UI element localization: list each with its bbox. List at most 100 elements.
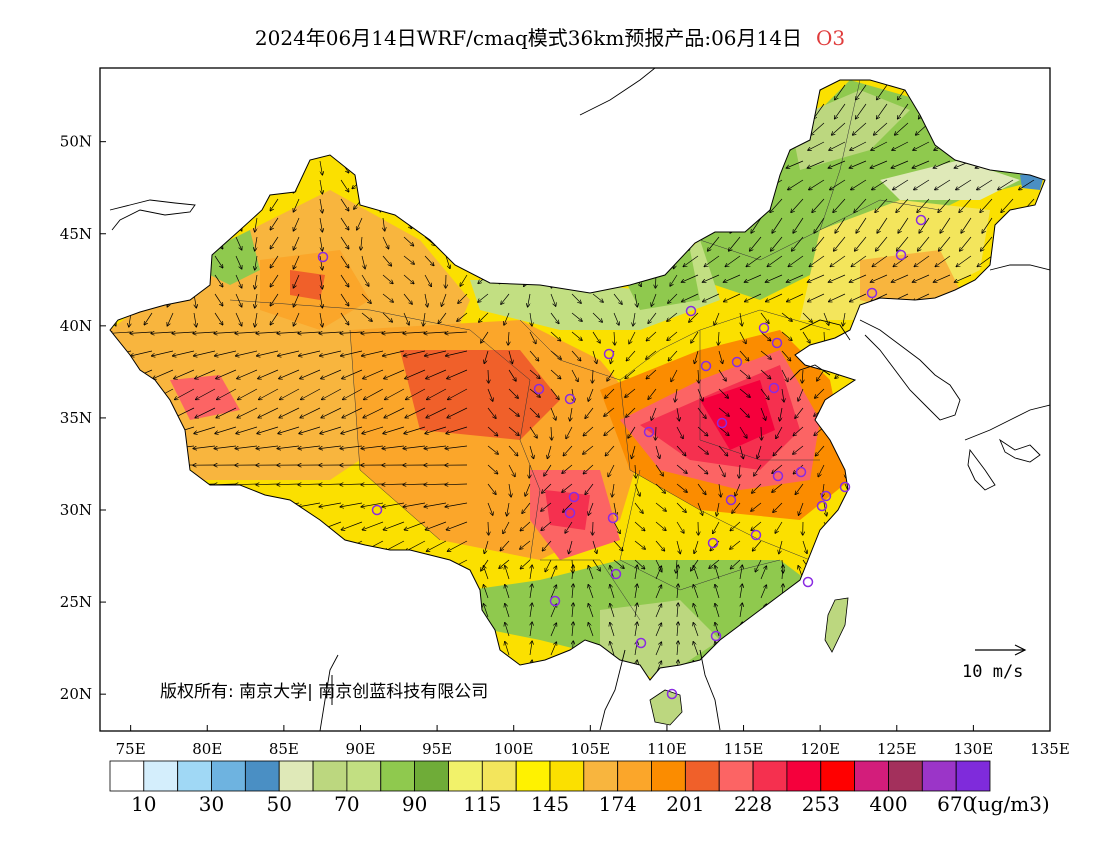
wind-arrow bbox=[914, 179, 930, 190]
wind-arrow bbox=[791, 198, 804, 212]
wind-arrow bbox=[270, 236, 279, 249]
wind-arrow bbox=[876, 236, 888, 251]
city-marker bbox=[866, 287, 878, 299]
wind-arrow bbox=[608, 464, 615, 477]
wind-arrow bbox=[895, 122, 909, 135]
wind-arrow bbox=[383, 350, 405, 356]
wind-arrow bbox=[505, 585, 510, 599]
wind-arrow bbox=[508, 350, 512, 364]
wind-arrow bbox=[812, 198, 825, 212]
wind-arrow bbox=[646, 369, 657, 379]
wind-arrow bbox=[343, 388, 363, 400]
wind-arrow bbox=[646, 350, 657, 359]
wind-arrow bbox=[525, 483, 531, 496]
wind-arrow bbox=[446, 521, 468, 530]
wind-arrow bbox=[522, 502, 531, 513]
colorbar-swatch bbox=[481, 760, 517, 792]
wind-arrow bbox=[934, 274, 951, 282]
wind-arrow bbox=[798, 388, 804, 401]
wind-arrow bbox=[509, 483, 511, 497]
wind-arrow bbox=[194, 312, 196, 327]
wind-arrow bbox=[719, 483, 721, 497]
wind-arrow bbox=[740, 584, 742, 599]
wind-arrow bbox=[782, 565, 783, 580]
wind-arrow bbox=[610, 623, 615, 637]
wind-arrow bbox=[835, 217, 846, 233]
wind-arrow bbox=[341, 521, 363, 530]
wind-arrow bbox=[605, 445, 615, 456]
wind-arrow bbox=[298, 332, 321, 333]
wind-arrow bbox=[813, 236, 825, 251]
wind-arrow bbox=[935, 179, 951, 190]
city-marker bbox=[895, 249, 907, 261]
wind-arrow bbox=[604, 426, 615, 435]
latitude-label: 20N bbox=[60, 685, 92, 703]
wind-arrow bbox=[301, 388, 321, 400]
wind-arrow bbox=[938, 198, 951, 212]
wind-arrow bbox=[980, 198, 993, 212]
wind-arrow bbox=[855, 236, 867, 251]
wind-arrow bbox=[361, 293, 371, 303]
wind-arrow bbox=[718, 388, 728, 398]
wind-arrow bbox=[487, 483, 496, 494]
wind-arrow bbox=[829, 141, 846, 150]
colorbar-swatch bbox=[752, 760, 788, 792]
wind-arrow bbox=[481, 331, 489, 343]
wind-arrow bbox=[361, 274, 369, 286]
wind-arrow bbox=[385, 388, 405, 400]
wind-arrow bbox=[588, 604, 594, 618]
wind-arrow bbox=[610, 642, 615, 656]
wind-arrow bbox=[613, 521, 620, 533]
wind-arrow bbox=[529, 407, 539, 417]
wind-arrow bbox=[488, 521, 489, 535]
city-marker bbox=[607, 512, 619, 524]
wind-arrow bbox=[634, 521, 645, 531]
wind-arrow bbox=[547, 445, 552, 459]
wind-arrow bbox=[634, 559, 645, 569]
wind-arrow bbox=[913, 274, 930, 282]
colorbar-label: 670 bbox=[937, 792, 975, 816]
wind-arrow bbox=[689, 312, 699, 322]
wind-arrow bbox=[340, 312, 349, 325]
wind-arrow bbox=[771, 236, 783, 251]
wind-arrow bbox=[802, 331, 810, 343]
wind-arrow bbox=[585, 483, 594, 494]
city-marker bbox=[371, 504, 383, 516]
wind-arrow bbox=[745, 274, 762, 282]
wind-arrow bbox=[257, 426, 279, 434]
colorbar-unit: (ug/m3) bbox=[970, 792, 1050, 816]
wind-arrow bbox=[571, 350, 581, 361]
wind-arrow bbox=[508, 388, 518, 398]
wind-arrow bbox=[760, 369, 771, 379]
wind-arrow bbox=[216, 369, 237, 379]
wind-arrow bbox=[550, 604, 556, 618]
city-marker bbox=[666, 688, 678, 700]
wind-arrow bbox=[809, 179, 825, 190]
wind-arrow bbox=[850, 293, 867, 302]
wind-arrow bbox=[403, 502, 426, 507]
wind-arrow bbox=[816, 445, 825, 456]
wind-arrow bbox=[172, 332, 195, 333]
wind-arrow bbox=[651, 293, 657, 306]
wind-arrow bbox=[448, 388, 468, 400]
wind-arrow bbox=[361, 502, 384, 507]
wind-arrow bbox=[753, 540, 762, 551]
wind-arrow bbox=[697, 445, 708, 454]
wind-arrow bbox=[955, 274, 972, 282]
map-title: 2024年06月14日WRF/cmaq模式36km预报产品:06月14日 O3 bbox=[0, 22, 1100, 51]
wind-arrow bbox=[277, 332, 300, 333]
wind-arrow bbox=[340, 198, 349, 211]
wind-arrow bbox=[193, 445, 216, 449]
wind-arrow bbox=[757, 445, 762, 458]
wind-arrow bbox=[403, 445, 426, 449]
wind-arrow bbox=[361, 255, 365, 269]
longitude-label: 105E bbox=[571, 740, 611, 758]
wind-arrow bbox=[668, 293, 678, 303]
wind-arrow bbox=[255, 236, 257, 251]
wind-arrow bbox=[677, 603, 678, 618]
wind-arrow bbox=[483, 604, 489, 618]
wind-arrow bbox=[612, 483, 614, 497]
wind-arrow bbox=[319, 217, 322, 232]
wind-arrow bbox=[151, 332, 174, 333]
wind-arrow bbox=[520, 521, 531, 531]
